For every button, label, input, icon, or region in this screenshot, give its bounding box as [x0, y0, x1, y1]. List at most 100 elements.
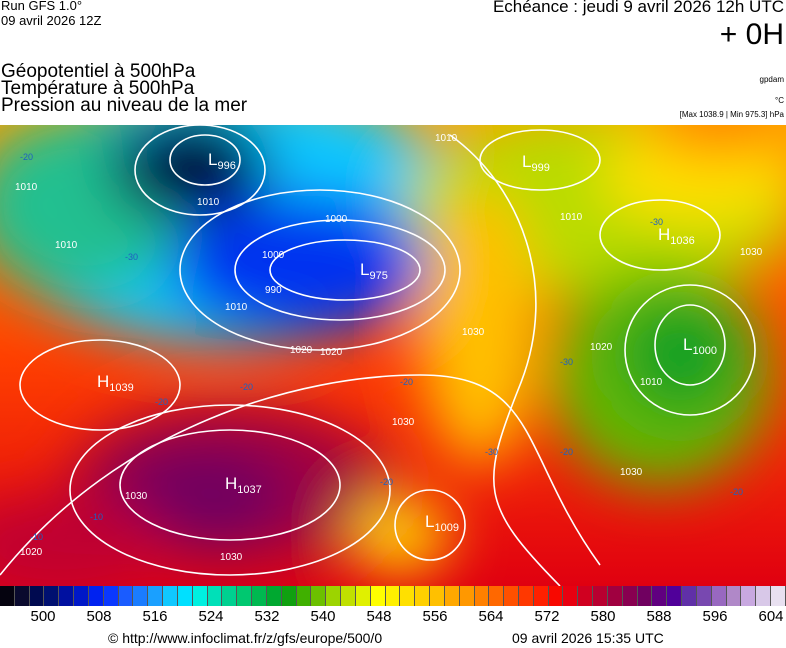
isobar-label: 1000	[325, 214, 348, 225]
colorbar-tick: 588	[646, 608, 672, 625]
isobar	[19, 339, 181, 431]
colorbar-swatch	[533, 586, 549, 606]
colorbar-swatch	[296, 586, 312, 606]
colorbar-swatch	[207, 586, 223, 606]
isobar	[119, 429, 341, 541]
colorbar-swatch	[44, 586, 60, 606]
title-temperature: Température à 500hPa	[1, 78, 195, 99]
isobar-label: 1030	[125, 491, 148, 502]
colorbar-tick: 572	[534, 608, 560, 625]
temperature-label: -20	[155, 397, 168, 407]
isobar-label: 1020	[590, 342, 613, 353]
colorbar-swatch	[237, 586, 253, 606]
temperature-label: -20	[400, 377, 413, 387]
isobar-label: 1030	[462, 327, 485, 338]
isobar	[449, 134, 561, 586]
isobar	[134, 125, 266, 216]
colorbar-tick: 500	[30, 608, 56, 625]
run-info: Run GFS 1.0° 09 avril 2026 12Z	[1, 0, 101, 28]
colorbar-swatch	[103, 586, 119, 606]
colorbar-tick: 564	[478, 608, 504, 625]
colorbar-swatch	[518, 586, 534, 606]
isobar	[0, 374, 601, 576]
colorbar-swatch	[741, 586, 757, 606]
title-geopotential: Géopotentiel à 500hPa	[1, 61, 196, 82]
colorbar-swatch	[370, 586, 386, 606]
colorbar-swatch	[281, 586, 297, 606]
colorbar-swatch	[385, 586, 401, 606]
colorbar-tick: 548	[366, 608, 392, 625]
colorbar-swatch	[593, 586, 608, 606]
isobar-label: 1030	[220, 552, 243, 563]
colorbar-swatch	[74, 586, 89, 606]
isobar	[394, 489, 466, 561]
colorbar-swatch	[88, 586, 104, 606]
forecast-time: Echéance : jeudi 9 avril 2026 12h UTC	[492, 0, 784, 16]
colorbar-swatch	[726, 586, 742, 606]
colorbar-swatch	[177, 586, 193, 606]
source-url[interactable]: © http://www.infoclimat.fr/z/gfs/europe/…	[108, 630, 383, 646]
isobar	[234, 219, 446, 321]
map-titles: Géopotentiel à 500hPa Température à 500h…	[1, 61, 248, 116]
isobar-label: 1020	[20, 547, 43, 558]
colorbar-swatch	[489, 586, 505, 606]
colorbar-swatch	[607, 586, 623, 606]
colorbar-swatch	[667, 586, 683, 606]
colorbar-tick: 508	[86, 608, 112, 625]
colorbar-tick: 524	[198, 608, 224, 625]
isobar	[599, 199, 721, 271]
unit-geopotential: gpdam	[759, 75, 784, 84]
temperature-label: -20	[380, 477, 393, 487]
colorbar-swatch	[415, 586, 431, 606]
colorbar-swatch	[148, 586, 164, 606]
temperature-label: -30	[560, 357, 573, 367]
colorbar-swatch	[682, 586, 697, 606]
temperature-label: -20	[240, 382, 253, 392]
isobar-label: 1020	[290, 345, 313, 356]
isobar	[169, 134, 241, 186]
colorbar-swatch	[163, 586, 178, 606]
colorbar-swatch	[459, 586, 475, 606]
isobar	[624, 284, 756, 416]
isobar-label: 1010	[435, 133, 458, 144]
colorbar-swatch	[771, 586, 786, 606]
colorbar-swatch	[504, 586, 519, 606]
unit-temperature: °C	[775, 96, 784, 105]
colorbar-swatch	[192, 586, 208, 606]
colorbar	[0, 586, 786, 606]
colorbar-swatch	[548, 586, 564, 606]
isobar-label: 990	[265, 285, 282, 296]
lead-time: + 0H	[719, 18, 784, 51]
generation-date: 09 avril 2026 15:35 UTC	[512, 630, 664, 646]
run-model: Run GFS 1.0°	[1, 0, 83, 13]
colorbar-tick: 604	[758, 608, 784, 625]
temperature-label: -30	[125, 252, 138, 262]
colorbar-swatch	[355, 586, 371, 606]
colorbar-swatch	[59, 586, 75, 606]
colorbar-swatch	[756, 586, 772, 606]
colorbar-swatch	[252, 586, 267, 606]
run-date: 09 avril 2026 12Z	[1, 13, 102, 28]
unit-pressure-range: [Max 1038.9 | Min 975.3] hPa	[679, 110, 784, 119]
colorbar-swatch	[222, 586, 238, 606]
title-pressure: Pression au niveau de la mer	[1, 95, 248, 116]
isobar	[479, 129, 601, 191]
temperature-label: -20	[20, 152, 33, 162]
isobar-label: 1010	[55, 240, 78, 251]
weather-map: L996L975L999H1036L1000H1039H1037L1009101…	[0, 125, 786, 586]
geopotential-field	[0, 125, 786, 586]
colorbar-tick: 516	[142, 608, 168, 625]
colorbar-swatch	[118, 586, 134, 606]
colorbar-swatch	[652, 586, 668, 606]
isobar	[69, 404, 391, 576]
colorbar-swatch	[474, 586, 490, 606]
isobar	[179, 189, 461, 351]
colorbar-swatch	[14, 586, 30, 606]
colorbar-swatch	[0, 586, 15, 606]
isobar	[654, 304, 726, 386]
isobar-label: 1000	[262, 250, 285, 261]
colorbar-swatch	[696, 586, 712, 606]
isobar-label: 1010	[197, 197, 220, 208]
colorbar-tick: 596	[702, 608, 728, 625]
isobar-label: 1010	[15, 182, 38, 193]
